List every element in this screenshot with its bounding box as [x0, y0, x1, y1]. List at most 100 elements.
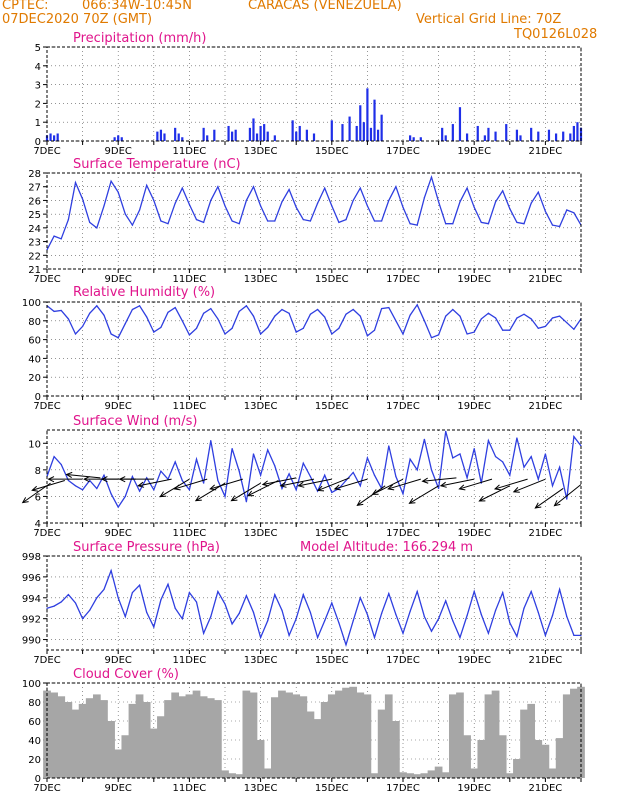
- panel4-data-point: [324, 620, 326, 622]
- panel3-data-point: [516, 437, 518, 439]
- panel2-data-point: [324, 316, 326, 318]
- wind-arrow-head: [408, 498, 416, 504]
- panel4-data-point: [60, 601, 62, 603]
- panel0-bar: [255, 133, 259, 141]
- panel2-data-point: [530, 318, 532, 320]
- panel2-data-point: [381, 307, 383, 310]
- panel2-data-point: [509, 329, 511, 331]
- panel2-data-point: [302, 327, 304, 329]
- panel3-data-point: [494, 455, 497, 458]
- panel3-data-point: [160, 470, 162, 472]
- wind-arrow: [280, 478, 315, 487]
- panel4-data-point: [131, 591, 134, 594]
- panel1-data-point: [530, 202, 532, 204]
- panel1-data-point: [466, 187, 468, 189]
- panel5-bar: [342, 687, 350, 778]
- panel3-data-point: [566, 498, 568, 500]
- panel2-data-point: [352, 308, 354, 311]
- panel5-bar: [142, 702, 151, 778]
- panel0-bar: [156, 131, 159, 141]
- wind-arrow-head: [31, 485, 39, 492]
- panel4-data-point: [395, 613, 397, 616]
- panel3-title: Surface Wind (m/s): [73, 414, 197, 429]
- wind-arrow: [138, 478, 172, 487]
- wind-arrow-head: [553, 500, 561, 507]
- panel5-bar: [306, 711, 315, 778]
- panel3-xtick-label: 13DEC: [244, 528, 278, 539]
- panel0-bar: [266, 131, 269, 141]
- panel3-data-point: [281, 487, 283, 490]
- panel5-bar: [384, 694, 393, 778]
- panel4-data-point: [402, 632, 404, 634]
- panel1-data-point: [445, 223, 447, 225]
- panel0-xtick-label: 11DEC: [173, 146, 207, 157]
- panel3-data-point: [573, 436, 575, 438]
- panel1-data-point: [181, 187, 183, 189]
- panel5-bar: [242, 690, 251, 778]
- panel2-data-point: [74, 333, 77, 335]
- panel2-data-point: [110, 333, 112, 335]
- panel4-data-point: [331, 602, 333, 604]
- panel0-bar: [206, 135, 209, 141]
- wind-arrow-head: [316, 485, 325, 492]
- panel4-data-point: [281, 609, 283, 611]
- panel1-data-point: [523, 223, 525, 225]
- panel4-data-point: [82, 618, 84, 620]
- panel1-data-point: [167, 223, 169, 225]
- panel4-data-point: [559, 588, 561, 591]
- wind-arrow: [159, 478, 190, 498]
- panel0-ytick-label: 1: [35, 118, 41, 129]
- panel0-bar: [537, 131, 540, 141]
- panel3-ytick-label: 6: [35, 492, 41, 503]
- panel3-data-point: [267, 449, 269, 451]
- panel3-ytick-label: 10: [28, 439, 41, 450]
- panel1-data-point: [131, 224, 134, 226]
- panel2-data-point: [138, 305, 141, 307]
- panel0-bar: [505, 124, 508, 141]
- panel0-ytick-label: 4: [35, 62, 41, 73]
- panel4-data-point: [274, 594, 276, 596]
- panel5-xtick-label: 11DEC: [173, 783, 207, 794]
- panel2-data-point: [459, 315, 461, 317]
- panel2-data-point: [316, 308, 319, 311]
- panel2-data-point: [409, 314, 411, 316]
- panel4-data-point: [181, 618, 183, 620]
- panel4-data-point: [551, 614, 554, 617]
- panel3-data-point: [509, 474, 511, 476]
- panel0-bar: [554, 133, 558, 141]
- panel5-bar: [420, 773, 429, 778]
- panel1-data-point: [238, 223, 240, 225]
- panel0-bar: [576, 122, 579, 141]
- panel5-bar: [221, 770, 229, 778]
- panel5-frame: [46, 682, 582, 779]
- panel5-bar: [92, 694, 101, 778]
- panel3-data-point: [459, 453, 461, 455]
- panel2-title: Relative Humidity (%): [73, 285, 215, 300]
- panel4-data-point: [188, 591, 190, 594]
- panel1-data-point: [53, 235, 55, 237]
- panel2-data-point: [252, 315, 255, 317]
- panel2-data-point: [89, 312, 91, 314]
- panel2-xtick-label: 21DEC: [529, 401, 563, 412]
- panel4-data-point: [267, 620, 269, 622]
- panel3-data-point: [138, 490, 141, 492]
- panel2-data-point: [131, 308, 134, 311]
- panel2-data-point: [82, 325, 84, 328]
- wind-arrow-head: [159, 491, 167, 498]
- panel3-data-point: [124, 495, 126, 498]
- panel4-data-point: [117, 597, 119, 599]
- panel0-bar: [117, 135, 120, 141]
- panel3-data-point: [309, 475, 312, 478]
- panel0-bar: [476, 125, 479, 141]
- panel5-bar: [520, 709, 528, 778]
- panel2-data-point: [53, 310, 55, 312]
- panel4-data-point: [466, 614, 468, 617]
- panel5-title: Cloud Cover (%): [73, 667, 179, 682]
- panel0-bar: [330, 120, 333, 141]
- panel1-ytick-label: 27: [28, 183, 41, 194]
- panel4-data-point: [210, 615, 212, 618]
- wind-arrow-head: [65, 471, 73, 479]
- panel1-data-point: [402, 206, 404, 208]
- wind-arrow: [298, 478, 332, 487]
- panel0-xtick-label: 21DEC: [529, 146, 563, 157]
